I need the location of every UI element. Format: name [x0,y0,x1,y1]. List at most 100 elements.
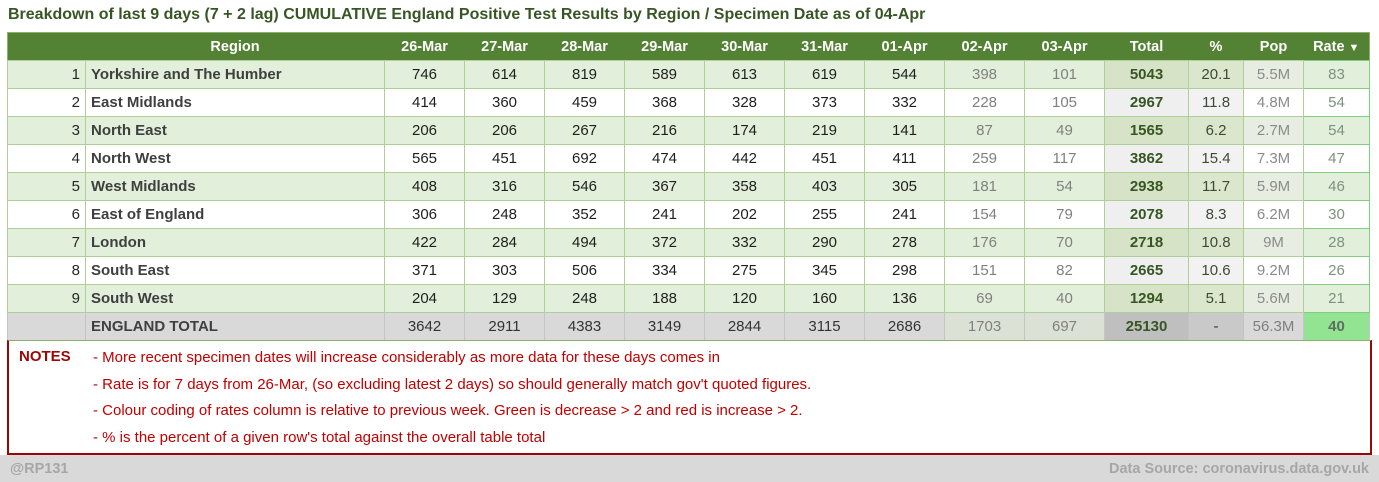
date-value-cell: 619 [784,60,865,89]
date-value-cell: 494 [544,228,625,257]
total-cell: 3862 [1104,144,1189,173]
date-value-cell: 474 [624,144,705,173]
region-name-cell: West Midlands [85,172,385,201]
lag-value-cell: 259 [944,144,1025,173]
results-table-container: Region 26-Mar 27-Mar 28-Mar 29-Mar 30-Mar 31-M… [7,32,1370,341]
date-value-cell: 373 [784,88,865,117]
lag-value-cell: 398 [944,60,1025,89]
date-value-cell: 275 [704,256,785,285]
column-header-rate-sort[interactable]: Rate ▼ [1303,32,1370,61]
rate-cell: 28 [1303,228,1370,257]
date-value-cell: 202 [704,200,785,229]
date-value-cell: 692 [544,144,625,173]
region-row: 1 Yorkshire and The Humber 746 614 819 589 613… [7,60,1370,89]
rate-cell: 83 [1303,60,1370,89]
percent-cell: 8.3 [1188,200,1244,229]
date-value-cell: 204 [384,284,465,313]
region-row: 7 London 422 284 494 372 332 290 278 176 70 2718 10.… [7,228,1370,257]
date-value-cell: 188 [624,284,705,313]
date-value-cell: 352 [544,200,625,229]
lag-value-cell: 49 [1024,116,1105,145]
percent-cell: 15.4 [1188,144,1244,173]
date-value-cell: 332 [864,88,945,117]
date-value-cell: 298 [864,256,945,285]
date-value-cell: 506 [544,256,625,285]
date-value-cell: 241 [624,200,705,229]
date-value-cell: 372 [624,228,705,257]
date-value-cell: 358 [704,172,785,201]
date-value-cell: 328 [704,88,785,117]
date-value-cell: 278 [864,228,945,257]
total-cell: 2967 [1104,88,1189,117]
lag-value-cell: 87 [944,116,1025,145]
row-number-cell: 5 [7,172,86,201]
column-header-31-mar: 31-Mar [784,32,865,61]
population-cell: 9M [1243,228,1304,257]
column-header-03-apr: 03-Apr [1024,32,1105,61]
lag-value-cell: 151 [944,256,1025,285]
row-number-cell: 2 [7,88,86,117]
row-number-cell: 6 [7,200,86,229]
column-header-29-mar: 29-Mar [624,32,705,61]
column-header-28-mar: 28-Mar [544,32,625,61]
region-name-cell: East Midlands [85,88,385,117]
date-value-cell: 129 [464,284,545,313]
page-title: Breakdown of last 9 days (7 + 2 lag) CUM… [8,6,926,23]
date-value-cell: 2911 [464,312,545,341]
date-value-cell: 345 [784,256,865,285]
row-number-cell: 7 [7,228,86,257]
population-cell: 5.5M [1243,60,1304,89]
region-name-cell: East of England [85,200,385,229]
date-value-cell: 403 [784,172,865,201]
lag-value-cell: 82 [1024,256,1105,285]
date-value-cell: 3115 [784,312,865,341]
total-cell: 2718 [1104,228,1189,257]
total-cell: 25130 [1104,312,1189,341]
row-number-cell: 9 [7,284,86,313]
row-number-cell [7,312,86,341]
date-value-cell: 367 [624,172,705,201]
rate-cell: 21 [1303,284,1370,313]
percent-cell: 10.6 [1188,256,1244,285]
region-row: 2 East Midlands 414 360 459 368 328 373 332 228 10… [7,88,1370,117]
rate-cell: 30 [1303,200,1370,229]
lag-value-cell: 181 [944,172,1025,201]
date-value-cell: 746 [384,60,465,89]
lag-value-cell: 40 [1024,284,1105,313]
column-header-blank [7,32,86,61]
date-value-cell: 206 [464,116,545,145]
date-value-cell: 544 [864,60,945,89]
date-value-cell: 819 [544,60,625,89]
notes-panel: NOTES - More recent specimen dates will … [7,340,1372,455]
date-value-cell: 546 [544,172,625,201]
column-header-total: Total [1104,32,1189,61]
date-value-cell: 589 [624,60,705,89]
percent-cell: 11.7 [1188,172,1244,201]
date-value-cell: 306 [384,200,465,229]
lag-value-cell: 1703 [944,312,1025,341]
footer-bar: @RP131 Data Source: coronavirus.data.gov… [0,455,1379,482]
date-value-cell: 371 [384,256,465,285]
sort-descending-icon: ▼ [1348,41,1360,54]
region-row: 4 North West 565 451 692 474 442 451 411 259 117 38… [7,144,1370,173]
rate-cell: 26 [1303,256,1370,285]
date-value-cell: 290 [784,228,865,257]
date-value-cell: 613 [704,60,785,89]
region-name-cell: Yorkshire and The Humber [85,60,385,89]
percent-cell: 6.2 [1188,116,1244,145]
date-value-cell: 316 [464,172,545,201]
table-header-row: Region 26-Mar 27-Mar 28-Mar 29-Mar 30-Mar 31-M… [7,32,1370,61]
date-value-cell: 411 [864,144,945,173]
date-value-cell: 303 [464,256,545,285]
percent-cell: 10.8 [1188,228,1244,257]
date-value-cell: 368 [624,88,705,117]
lag-value-cell: 228 [944,88,1025,117]
population-cell: 6.2M [1243,200,1304,229]
date-value-cell: 360 [464,88,545,117]
results-table: Region 26-Mar 27-Mar 28-Mar 29-Mar 30-Mar 31-M… [7,32,1370,341]
region-row: 3 North East 206 206 267 216 174 219 141 87 49 1565… [7,116,1370,145]
percent-cell: 11.8 [1188,88,1244,117]
population-cell: 7.3M [1243,144,1304,173]
note-line: - % is the percent of a given row's tota… [93,428,546,446]
total-cell: 1565 [1104,116,1189,145]
